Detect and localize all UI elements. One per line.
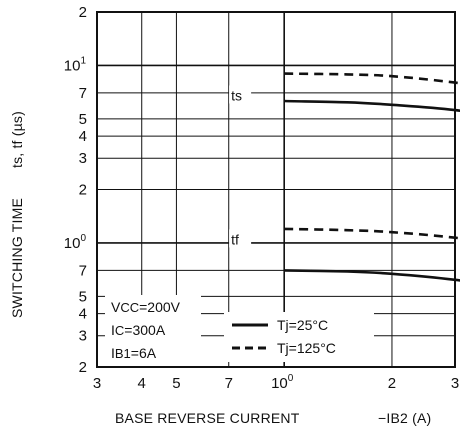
y-tick-label: 5 (79, 288, 87, 305)
y-tick-label: 3 (79, 328, 87, 345)
curve-labels: ts tf (229, 85, 252, 248)
series-tf-25c-line (284, 269, 460, 282)
tick-labels: 3457100234571012323457100234571012 (64, 4, 459, 392)
legend: Tj=25°C Tj=125°C (224, 312, 374, 362)
series-group (284, 72, 460, 282)
x-tick-label: 3 (451, 375, 459, 392)
y-tick-label: 4 (79, 306, 87, 323)
curve-label-tf: tf (231, 231, 239, 247)
condition-vcc: VCC=200V (111, 299, 181, 315)
x-axis-title: BASE REVERSE CURRENT (115, 410, 300, 426)
curve-label-ts-background (229, 85, 252, 104)
conditions-background (105, 295, 201, 367)
curve-label-tf-background (229, 229, 252, 248)
y-tick-label: 4 (79, 128, 87, 145)
legend-background (224, 312, 374, 362)
condition-ic: IC=300A (111, 322, 166, 338)
y-tick-label: 2 (79, 182, 87, 199)
legend-label-25c: Tj=25°C (277, 317, 328, 333)
y-tick-label: 101 (64, 55, 87, 74)
plot-frame (96, 11, 456, 368)
series-tf-125c-line (284, 227, 460, 240)
y-tick-label: 100 (64, 233, 87, 252)
legend-label-125c: Tj=125°C (277, 340, 336, 356)
y-tick-label: 3 (79, 150, 87, 167)
y-tick-label: 7 (79, 85, 87, 102)
series-ts-25c-line (284, 99, 460, 113)
series-ts-125c-line (284, 72, 460, 85)
condition-ib1: IB1=6A (111, 345, 157, 361)
x-tick-label: 5 (172, 375, 180, 392)
y-tick-label: 7 (79, 262, 87, 279)
y-axis-title: SWITCHING TIME (9, 198, 25, 318)
conditions-box: VCC=200V IC=300A IB1=6A (105, 295, 201, 367)
x-tick-label: 2 (388, 375, 396, 392)
y-tick-label: 5 (79, 111, 87, 128)
y-axis-symbol: ts, tf (µs) (9, 111, 25, 168)
x-tick-label: 3 (93, 375, 101, 392)
x-tick-label: 100 (271, 373, 294, 392)
x-tick-label: 7 (225, 375, 233, 392)
x-axis-symbol: −IB2 (A) (378, 410, 431, 426)
y-tick-label: 2 (79, 359, 87, 376)
y-tick-label: 2 (79, 4, 87, 21)
curve-label-ts: ts (231, 87, 242, 103)
x-tick-label: 4 (138, 375, 146, 392)
